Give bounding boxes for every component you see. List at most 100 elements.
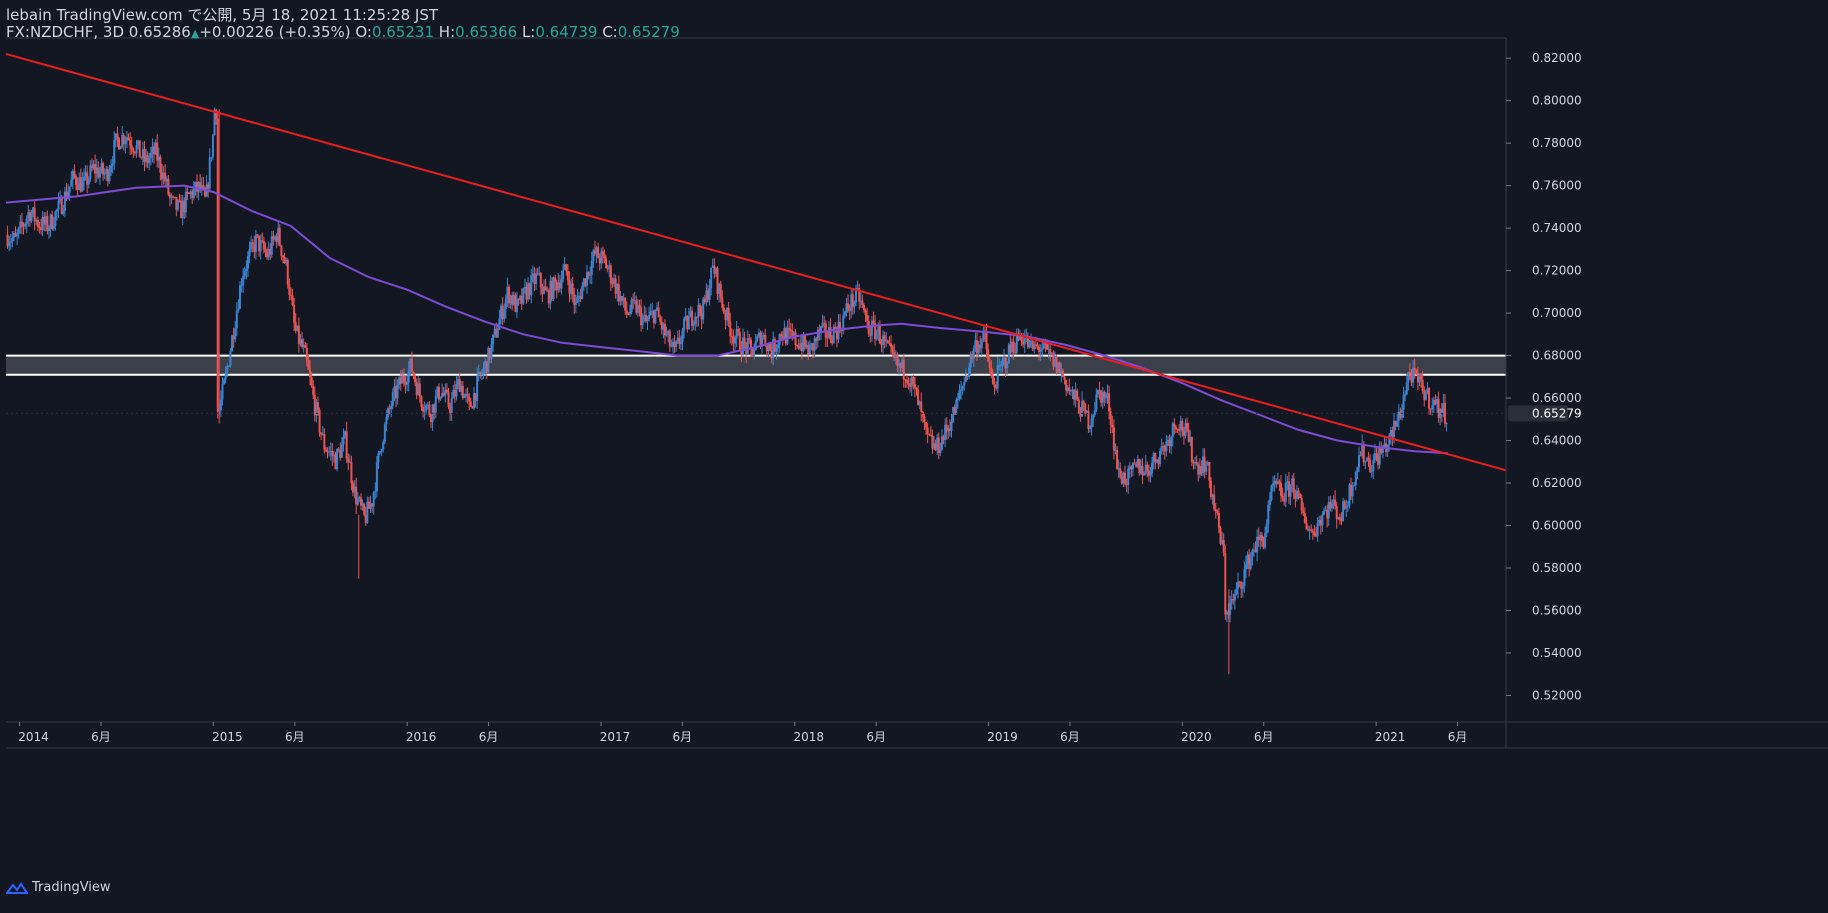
candle [301, 339, 304, 347]
candle [372, 492, 375, 507]
candle [961, 385, 964, 390]
candle [581, 286, 584, 300]
candle [791, 331, 794, 337]
candle [740, 350, 743, 355]
candle [606, 268, 609, 270]
candle [1251, 550, 1254, 557]
candle [1335, 506, 1338, 520]
candle [417, 383, 420, 396]
candle [430, 415, 433, 422]
candle [662, 324, 665, 330]
candle [1381, 446, 1384, 453]
candle [718, 283, 721, 294]
candle [640, 307, 643, 326]
candle [1190, 436, 1193, 462]
candle [829, 327, 832, 340]
candle [38, 227, 41, 229]
price-tick-label: 0.74000 [1532, 221, 1582, 235]
candle [218, 409, 221, 412]
candle [1229, 602, 1232, 615]
candle [691, 310, 694, 326]
candle [468, 396, 471, 402]
candle [1315, 535, 1318, 537]
candle [977, 344, 980, 354]
candle [587, 271, 590, 276]
candle [700, 312, 703, 320]
candle [574, 302, 577, 305]
candle [608, 265, 611, 269]
candle [1311, 530, 1314, 533]
candle [1240, 582, 1243, 589]
candle [872, 320, 875, 323]
candle [1159, 450, 1162, 465]
candle [127, 137, 130, 141]
candle [423, 410, 426, 412]
candle [676, 337, 679, 342]
candle [1243, 569, 1246, 587]
candle [1039, 349, 1042, 352]
candle [1104, 397, 1107, 399]
candle [746, 338, 749, 354]
candle [1424, 393, 1427, 401]
candle [660, 321, 663, 330]
candle [208, 157, 211, 189]
open-label: O: [355, 23, 372, 41]
candle [933, 443, 936, 449]
candle [137, 140, 140, 146]
candle [242, 276, 245, 286]
candle [358, 497, 361, 499]
candle [1346, 505, 1349, 507]
candle [1287, 481, 1290, 497]
candle [1235, 588, 1238, 594]
candle [756, 336, 759, 341]
candle [153, 146, 156, 155]
candle [605, 258, 608, 269]
candle [1329, 502, 1332, 509]
candle [25, 218, 28, 224]
candle [1291, 478, 1294, 485]
candle [173, 196, 176, 198]
candle [598, 258, 601, 264]
candle [1036, 345, 1039, 347]
candle [145, 155, 148, 162]
candle [471, 406, 474, 409]
candle [394, 386, 397, 399]
candle [1076, 390, 1079, 400]
price-tick-label: 0.56000 [1532, 603, 1582, 617]
candle [1205, 464, 1208, 472]
candle [81, 180, 84, 192]
candle [355, 486, 358, 505]
candle [1203, 456, 1206, 472]
candle [320, 432, 323, 435]
candle [721, 297, 724, 308]
candle [1318, 519, 1321, 524]
candle [1232, 599, 1235, 601]
candle [426, 404, 429, 406]
candle [515, 298, 518, 312]
tradingview-logo[interactable]: TradingView [6, 880, 111, 895]
candle [792, 332, 795, 337]
candle [132, 149, 135, 153]
candle [1443, 402, 1446, 424]
candle [8, 242, 11, 247]
candle [1230, 599, 1233, 603]
candle [503, 309, 506, 320]
candle [1365, 457, 1368, 462]
candle [969, 353, 972, 368]
candle [686, 316, 689, 330]
candle [240, 285, 243, 287]
candle [1052, 352, 1055, 367]
candle [1227, 611, 1230, 615]
candle [410, 358, 413, 372]
candle [562, 270, 565, 280]
candle [1364, 461, 1367, 463]
candle [422, 406, 425, 412]
candle [1214, 509, 1217, 512]
candle [624, 297, 627, 311]
candle [1046, 343, 1049, 350]
candle [1303, 513, 1306, 523]
candle [476, 375, 479, 401]
candle [603, 253, 606, 259]
